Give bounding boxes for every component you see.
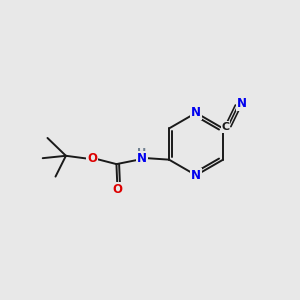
Text: C: C — [221, 122, 230, 132]
Text: O: O — [87, 152, 97, 165]
Text: N: N — [191, 106, 201, 119]
Text: O: O — [112, 183, 122, 196]
Text: H: H — [137, 148, 146, 158]
Text: N: N — [191, 169, 201, 182]
Text: N: N — [137, 152, 147, 165]
Text: N: N — [237, 97, 247, 110]
